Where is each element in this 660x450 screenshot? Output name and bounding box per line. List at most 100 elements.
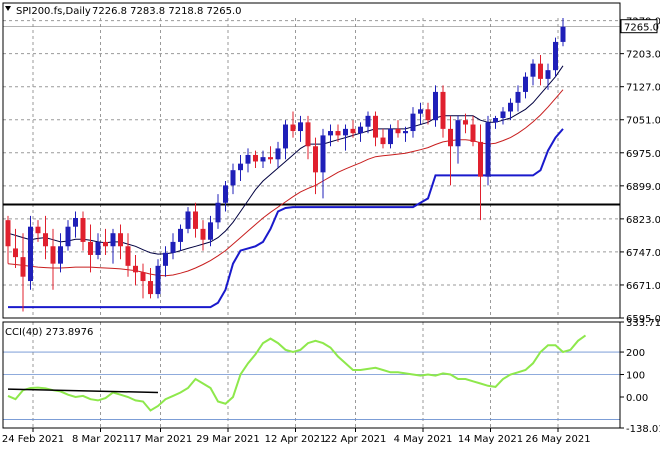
candle-body [155,265,161,295]
candle-body [365,115,371,127]
candle-body [538,63,543,79]
candle-body [478,141,483,177]
candle-body [545,70,551,79]
x-tick-label: 22 Apr 2021 [325,434,387,445]
candle-body [88,241,93,255]
candle-body [95,241,101,255]
candle-body [440,91,446,129]
candle-body [200,228,206,240]
candle-body [418,109,423,114]
candle-body [358,126,363,134]
candle-body [73,218,78,227]
cci-series [7,334,587,412]
ohlc-values: 7226.8 7283.8 7218.8 7265.0 [92,6,242,17]
candle-body [133,265,138,273]
y-tick-label: 6975.0 [626,149,660,160]
candle-body [305,122,311,147]
candle-body [553,41,558,71]
candle-body [395,128,401,134]
candle-body [463,120,468,125]
x-tick-label: 24 Feb 2021 [2,434,64,445]
x-tick-label: 4 May 2021 [394,434,453,445]
candle-body [508,102,513,112]
candle-body [470,124,476,142]
cci-label: CCI(40) 273.8976 [5,327,93,338]
candle-body [260,157,266,162]
cci-tick-label: 200 [626,348,645,359]
cci-trendline [7,388,159,394]
candle-body [320,135,326,173]
x-tick-label: 8 Mar 2021 [72,434,129,445]
candle-body [50,246,56,264]
candle-body [110,233,116,247]
candle-body [313,146,318,173]
candle-body [500,111,506,118]
y-tick-label: 6899.0 [626,182,660,193]
candle-body [140,272,146,282]
candle-body [148,281,153,295]
candle-body [275,148,281,160]
candles [5,18,566,312]
candle-body [65,226,71,247]
candle-body [13,248,18,258]
frames [2,2,621,429]
candle-body [103,241,108,247]
candle-body [5,220,11,247]
candle-body [403,131,408,134]
candle-body [515,91,521,103]
y-tick-label: 6747.0 [626,248,660,259]
cci-tick-label: 333.7135 [626,318,660,329]
candle-body [28,226,33,282]
axis-labels: 7279.07203.07127.07051.06975.06899.06823… [2,17,660,445]
main-panel-frame [2,2,621,319]
candle-body [230,170,236,186]
horizontal-level-line [3,26,620,206]
candle-body [448,128,453,147]
candle-body [350,128,356,134]
candle-body [238,163,243,171]
candle-body [245,154,251,164]
current-price-label: 7265.0 [624,23,659,34]
candle-body [455,120,461,147]
x-tick-label: 17 Mar 2021 [129,434,192,445]
candle-body [118,233,123,247]
candle-body [163,252,168,266]
candle-body [335,131,341,136]
candle-body [523,76,528,92]
candle-body [343,128,348,136]
candle-body [425,109,431,121]
candle-body [43,233,48,247]
candle-body [433,91,438,121]
candle-body [493,118,498,123]
y-tick-label: 6671.0 [626,281,660,292]
candle-body [170,241,176,253]
candle-body [485,122,491,177]
candle-body [80,218,86,242]
cci-panel-frame [2,321,621,429]
candle-body [223,185,228,203]
candle-body [388,128,393,145]
candle-body [373,115,378,138]
candle-body [178,228,183,242]
cci-tick-label: 0.00 [626,393,648,404]
candle-body [208,222,213,240]
candle-body [290,124,296,132]
x-tick-label: 29 Mar 2021 [196,434,259,445]
collapse-triangle-icon[interactable] [5,6,11,11]
candle-body [298,122,303,132]
candle-body [410,113,416,132]
candle-body [215,202,221,223]
y-tick-label: 7127.0 [626,83,660,94]
y-tick-label: 6823.0 [626,215,660,226]
trailing-stop-line [8,128,564,309]
x-tick-label: 26 May 2021 [525,434,590,445]
candle-body [35,226,41,234]
current-price-box [620,19,658,34]
candle-body [328,131,333,136]
candle-body [268,157,273,160]
candle-body [253,154,258,162]
candle-body [283,124,288,149]
candle-body [20,257,26,277]
y-tick-label: 7203.0 [626,50,660,61]
